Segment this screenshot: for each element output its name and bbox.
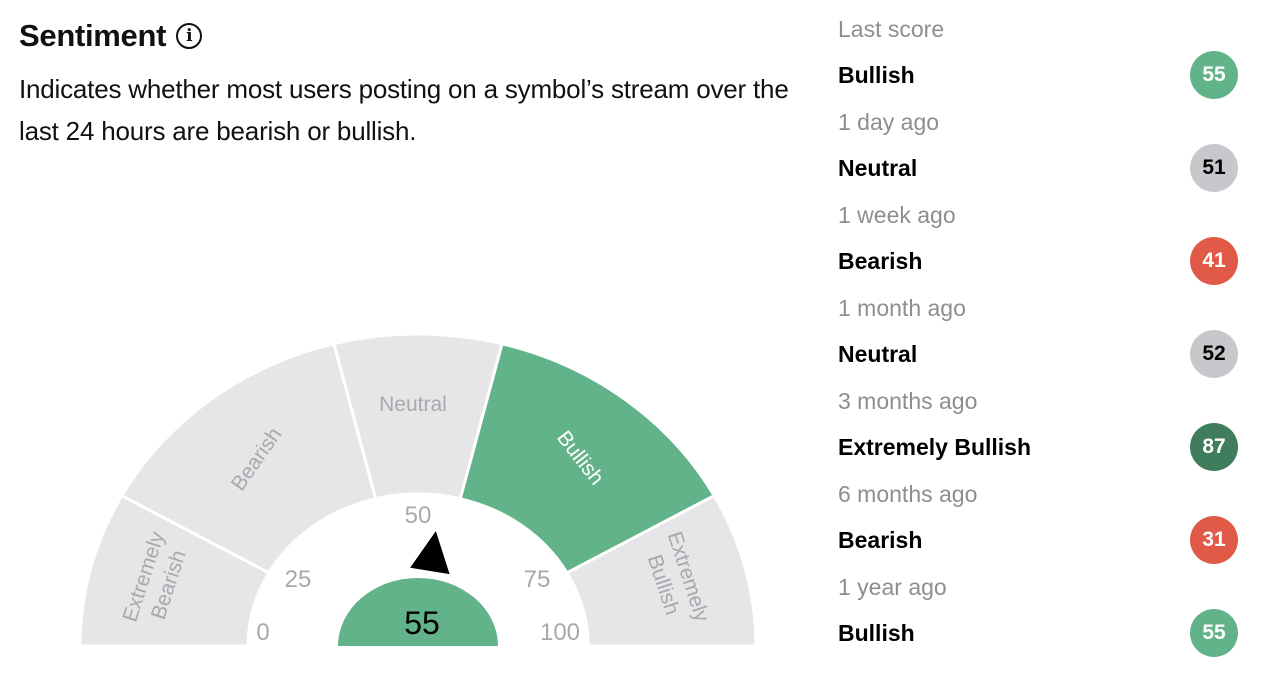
history-period: 3 months ago bbox=[838, 388, 978, 414]
history-period: 1 day ago bbox=[838, 109, 940, 135]
history-item: 1 day ago Neutral 51 bbox=[838, 107, 1238, 200]
history-period: 6 months ago bbox=[838, 481, 978, 507]
history-period: 1 month ago bbox=[838, 295, 966, 321]
history-state: Bearish bbox=[838, 248, 923, 274]
tick-label: 75 bbox=[524, 566, 551, 593]
sentiment-history: Last score Bullish 55 1 day ago Neutral 51 1 w… bbox=[838, 14, 1238, 665]
tick-label: 100 bbox=[540, 619, 580, 646]
history-item: 1 year ago Bullish 55 bbox=[838, 572, 1238, 665]
tick-label: 25 bbox=[285, 566, 312, 593]
history-state: Bullish bbox=[838, 62, 915, 88]
history-period: 1 year ago bbox=[838, 574, 947, 600]
score-badge: 55 bbox=[1190, 609, 1238, 657]
description: Indicates whether most users posting on … bbox=[19, 74, 789, 146]
score-badge: 41 bbox=[1190, 237, 1238, 285]
gauge-base bbox=[60, 646, 780, 679]
history-state: Extremely Bullish bbox=[838, 434, 1032, 460]
tick-label: 50 bbox=[405, 502, 432, 529]
history-item: 3 months ago Extremely Bullish 87 bbox=[838, 386, 1238, 479]
info-icon[interactable]: i bbox=[176, 23, 203, 49]
score-badge: 31 bbox=[1190, 516, 1238, 564]
score-badge: 51 bbox=[1190, 144, 1238, 192]
gauge-segment bbox=[564, 493, 758, 648]
segment-label: Neutral bbox=[379, 393, 447, 416]
gauge-value: 55 bbox=[404, 605, 440, 641]
history-period: Last score bbox=[838, 16, 945, 42]
tick-label: 0 bbox=[256, 619, 269, 646]
title-text: Sentiment bbox=[19, 18, 167, 53]
history-item: 1 week ago Bearish 41 bbox=[838, 200, 1238, 293]
needle-pointer bbox=[410, 531, 450, 575]
history-state: Bearish bbox=[838, 527, 923, 553]
score-badge: 55 bbox=[1190, 51, 1238, 99]
history-item: 1 month ago Neutral 52 bbox=[838, 293, 1238, 386]
gauge-segment bbox=[458, 342, 717, 575]
history-period: 1 week ago bbox=[838, 202, 956, 228]
history-state: Bullish bbox=[838, 620, 915, 646]
value-dome bbox=[338, 578, 498, 646]
history-item: Last score Bullish 55 bbox=[838, 14, 1238, 107]
page-title: Sentiment i bbox=[19, 18, 203, 54]
score-badge: 87 bbox=[1190, 423, 1238, 471]
score-badge: 52 bbox=[1190, 330, 1238, 378]
history-state: Neutral bbox=[838, 341, 918, 367]
history-item: 6 months ago Bearish 31 bbox=[838, 479, 1238, 572]
history-state: Neutral bbox=[838, 155, 918, 181]
sentiment-gauge: ExtremelyBearishBearishNeutralBullishExt… bbox=[60, 333, 780, 679]
gauge-segment bbox=[119, 342, 378, 575]
